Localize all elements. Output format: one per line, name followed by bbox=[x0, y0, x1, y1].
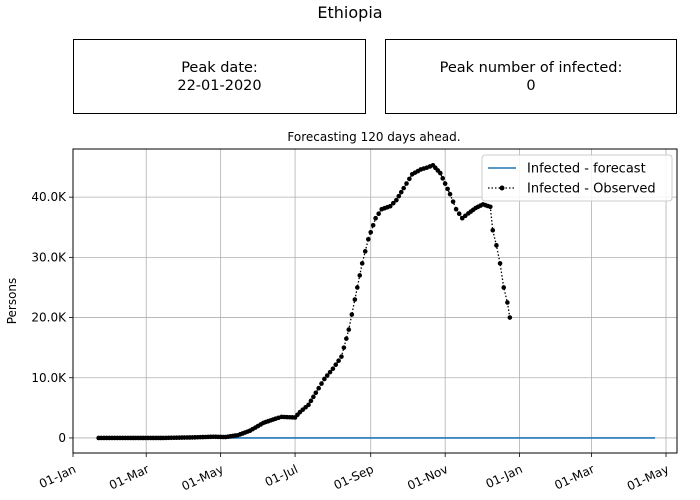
observed-point bbox=[490, 227, 496, 233]
observed-point bbox=[497, 261, 503, 266]
x-tick-label: 01-Sep bbox=[332, 462, 376, 493]
observed-point bbox=[407, 176, 412, 182]
x-tick-label: 01-May bbox=[179, 462, 225, 493]
observed-point bbox=[373, 215, 378, 221]
observed-point bbox=[308, 398, 314, 404]
x-tick-label: 01-Jan bbox=[37, 462, 78, 491]
observed-point bbox=[453, 206, 459, 212]
observed-point bbox=[370, 222, 376, 228]
y-tick-label: 30.0K bbox=[31, 250, 67, 264]
peak-infected-box: Peak number of infected: 0 bbox=[385, 39, 677, 114]
y-tick-label: 20.0K bbox=[31, 311, 67, 325]
legend-box bbox=[481, 154, 673, 202]
x-tick-label: 01-May bbox=[625, 462, 671, 493]
plot-frame bbox=[72, 148, 678, 454]
chart-title: Ethiopia bbox=[317, 3, 383, 22]
observed-point bbox=[398, 189, 404, 195]
series-layer bbox=[96, 162, 656, 441]
observed-point bbox=[396, 193, 402, 199]
legend: Infected - forecast Infected - Observed bbox=[481, 154, 673, 202]
observed-point bbox=[394, 197, 399, 203]
observed-point bbox=[401, 185, 406, 191]
x-tick-label: 01-Mar bbox=[552, 462, 596, 493]
observed-point bbox=[339, 354, 344, 359]
observed-point bbox=[437, 170, 443, 176]
observed-point bbox=[376, 211, 381, 217]
observed-point bbox=[368, 229, 374, 235]
observed-point bbox=[359, 261, 365, 266]
observed-point bbox=[488, 204, 493, 210]
peak-date-label: Peak date: bbox=[181, 60, 258, 76]
chart-subtitle: Forecasting 120 days ahead. bbox=[287, 130, 460, 144]
legend-label: Infected - Observed bbox=[527, 182, 656, 197]
observed-point bbox=[316, 385, 321, 391]
observed-point bbox=[349, 312, 355, 317]
y-tick-label: 40.0K bbox=[31, 190, 67, 204]
observed-point bbox=[313, 390, 319, 396]
peak-date-value: 22-01-2020 bbox=[177, 78, 262, 94]
observed-point bbox=[319, 381, 324, 386]
x-tick-label: 01-Jan bbox=[484, 462, 525, 491]
observed-point bbox=[494, 243, 499, 248]
observed-point bbox=[440, 176, 446, 181]
observed-point bbox=[306, 402, 311, 408]
peak-date-box: Peak date: 22-01-2020 bbox=[73, 39, 366, 114]
observed-point bbox=[404, 181, 409, 186]
legend-label: Infected - forecast bbox=[527, 162, 646, 177]
x-tick-label: 01-Jul bbox=[263, 462, 300, 489]
observed-point bbox=[311, 394, 316, 400]
observed-point bbox=[336, 358, 341, 364]
observed-point bbox=[357, 273, 363, 278]
legend-observed-marker bbox=[499, 185, 505, 191]
observed-point bbox=[346, 327, 352, 332]
peak-infected-value: 0 bbox=[526, 78, 536, 94]
observed-point bbox=[327, 369, 333, 375]
observed-point bbox=[456, 211, 462, 217]
observed-point bbox=[442, 181, 448, 186]
x-tick-label: 01-Mar bbox=[107, 462, 151, 493]
observed-point bbox=[352, 297, 358, 302]
observed-point bbox=[330, 366, 336, 372]
observed-point bbox=[445, 186, 450, 192]
observed-point bbox=[505, 300, 510, 305]
y-tick-label: 0 bbox=[58, 431, 66, 445]
y-axis-label: Persons bbox=[5, 278, 19, 325]
observed-point bbox=[365, 237, 371, 242]
observed-point bbox=[507, 315, 513, 320]
observed-point bbox=[333, 362, 339, 368]
observed-point bbox=[447, 191, 453, 197]
observed-point bbox=[362, 249, 368, 254]
observed-point bbox=[355, 285, 360, 290]
axis-layer: 01-Jan 01-Mar 01-May 01-Jul 01-Sep 01-Nov 01-J… bbox=[31, 190, 671, 493]
observed-point bbox=[341, 345, 347, 350]
observed-point bbox=[387, 203, 393, 209]
observed-point bbox=[501, 285, 507, 290]
observed-point bbox=[344, 336, 349, 341]
peak-infected-label: Peak number of infected: bbox=[439, 60, 623, 76]
observed-line bbox=[98, 164, 511, 439]
y-tick-label: 10.0K bbox=[31, 371, 67, 385]
observed-point bbox=[391, 200, 396, 206]
observed-point bbox=[324, 373, 330, 378]
observed-point bbox=[322, 376, 327, 382]
observed-point bbox=[450, 199, 456, 204]
x-tick-label: 01-Nov bbox=[405, 462, 450, 493]
